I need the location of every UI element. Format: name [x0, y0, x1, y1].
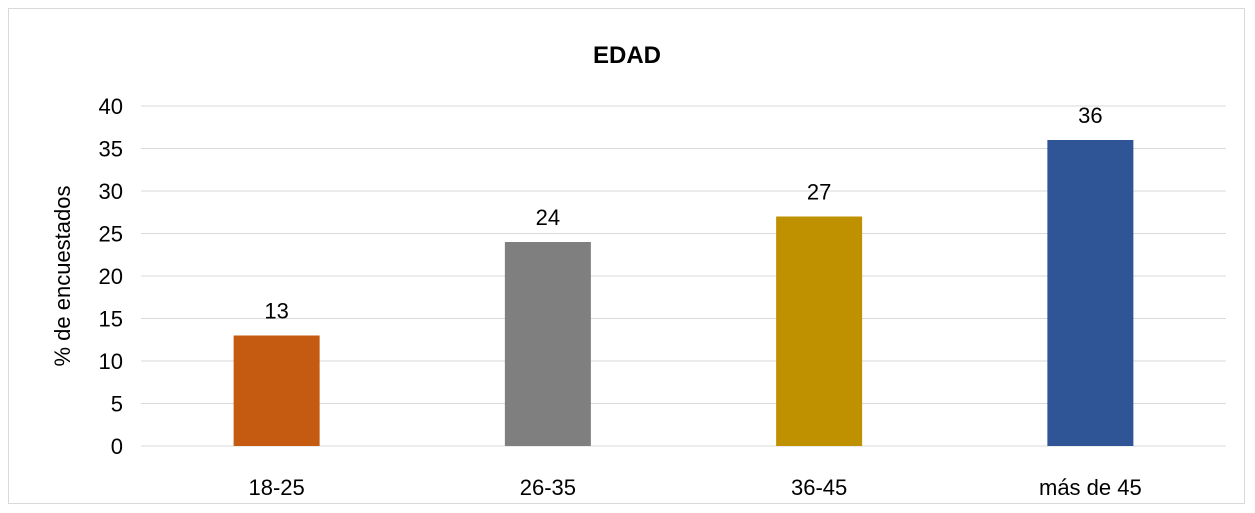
y-tick-label: 35 [99, 137, 123, 162]
bar [504, 242, 591, 446]
x-tick-label: 36-45 [791, 475, 847, 500]
bar [776, 216, 863, 446]
y-tick-label: 0 [111, 434, 123, 459]
data-label: 27 [807, 180, 831, 205]
y-tick-label: 10 [99, 349, 123, 374]
gridlines [141, 105, 1226, 447]
y-axis-ticks: 0 5 10 15 20 25 30 35 40 [99, 94, 123, 459]
bar [1047, 140, 1134, 446]
bars [233, 140, 1134, 446]
chart-title: EDAD [593, 42, 661, 69]
x-tick-label: 18-25 [248, 475, 304, 500]
x-axis-ticks: 18-25 26-35 36-45 más de 45 [248, 475, 1141, 500]
y-tick-label: 5 [111, 392, 123, 417]
y-tick-label: 30 [99, 179, 123, 204]
y-tick-label: 20 [99, 264, 123, 289]
y-tick-label: 15 [99, 307, 123, 332]
data-label: 13 [264, 299, 288, 324]
x-tick-label: más de 45 [1039, 475, 1142, 500]
y-tick-label: 25 [99, 222, 123, 247]
data-label: 24 [536, 205, 560, 230]
x-tick-label: 26-35 [520, 475, 576, 500]
y-tick-label: 40 [99, 94, 123, 119]
data-labels: 13 24 27 36 [264, 103, 1102, 324]
chart-frame [8, 8, 1245, 504]
bar [233, 335, 320, 446]
y-axis-label: % de encuestados [50, 185, 75, 366]
data-label: 36 [1078, 103, 1102, 128]
